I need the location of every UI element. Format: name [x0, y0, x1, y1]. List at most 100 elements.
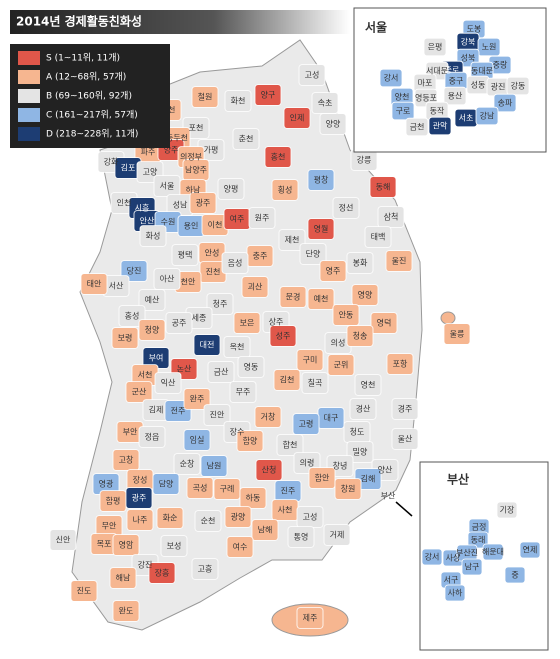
region-label: 기장: [500, 505, 515, 515]
region: [206, 293, 234, 315]
region: [152, 473, 180, 495]
region: [251, 519, 279, 541]
region-label: 영광: [99, 479, 114, 489]
region-label: 남양주: [185, 166, 207, 175]
region-label: 홍천: [271, 152, 286, 162]
region: [232, 128, 260, 150]
region: [139, 225, 167, 247]
region-label: 익산: [161, 378, 176, 388]
region: [299, 243, 327, 265]
region-label: 장흥: [155, 568, 170, 578]
region-label: 장수: [230, 427, 245, 437]
region: [443, 323, 471, 345]
region: [138, 319, 166, 341]
region-label: 괴산: [248, 282, 263, 292]
region-label: 천안: [181, 277, 196, 287]
region: [283, 107, 311, 129]
region-label: 진안: [210, 410, 225, 420]
region-label: 평택: [178, 250, 193, 260]
region-label: 하남: [186, 185, 201, 195]
region-label: 정읍: [145, 432, 160, 442]
region: [156, 507, 184, 529]
region-label: 금정: [472, 522, 487, 532]
region: [332, 197, 360, 219]
region-label: 광진: [491, 82, 506, 92]
region-label: 함안: [315, 473, 330, 483]
region-label: 순창: [180, 460, 195, 469]
region-label: 상주: [269, 317, 284, 327]
region-label: 종로: [445, 66, 460, 75]
region: [226, 536, 254, 558]
region-label: 영동: [244, 362, 259, 372]
region-label: 정선: [339, 203, 354, 213]
region: [109, 567, 137, 589]
region-label: 화천: [231, 96, 246, 106]
region: [391, 101, 415, 121]
region-label: 노원: [482, 43, 497, 52]
region-label: 용인: [184, 221, 199, 231]
region: [148, 562, 176, 584]
region-label: 거창: [261, 413, 276, 422]
region: [229, 381, 257, 403]
region-label: 창녕: [333, 462, 348, 471]
region: [493, 93, 517, 113]
region: [171, 244, 199, 266]
region-label: 사하: [448, 588, 463, 598]
region: [279, 286, 307, 308]
region-label: 나주: [133, 516, 148, 525]
region: [278, 229, 306, 251]
region: [173, 453, 201, 475]
region-label: 청주: [213, 300, 228, 309]
region-label: 강서: [425, 552, 440, 562]
region-label: 구례: [220, 484, 235, 494]
region: [111, 327, 139, 349]
legend-swatch: [18, 70, 40, 84]
region: [138, 426, 166, 448]
region-label: 영천: [361, 380, 376, 390]
region-label: 옥천: [230, 342, 245, 352]
region-label: 양천: [395, 92, 410, 102]
region-label: 단양: [306, 249, 321, 259]
region: [391, 428, 419, 450]
region-label: 진도: [77, 586, 92, 596]
region: [421, 548, 443, 566]
region: [370, 312, 398, 334]
region-label: 보령: [118, 334, 133, 343]
region-label: 의정부: [180, 152, 202, 162]
region-label: 태안: [87, 279, 102, 289]
region-label: 영등포: [415, 93, 437, 103]
region: [254, 84, 282, 106]
region-label: 대전: [200, 340, 215, 350]
region-label: 고성: [303, 513, 318, 522]
region: [307, 169, 335, 191]
region-label: 아산: [160, 274, 175, 284]
region-label: 당진: [127, 266, 142, 276]
legend-swatch: [18, 108, 40, 122]
region-label: 포천: [189, 123, 204, 133]
region: [346, 441, 374, 463]
region: [475, 106, 499, 126]
region: [482, 543, 504, 561]
region-label: 의성: [331, 338, 346, 348]
region-label: 은평: [428, 42, 443, 52]
region-label: 가평: [204, 145, 219, 155]
region-label: 함양: [243, 437, 258, 446]
region: [217, 178, 245, 200]
region: [467, 531, 489, 549]
region-label: 영암: [119, 540, 134, 550]
region-label: 동해: [376, 182, 391, 192]
region-label: 영주: [326, 266, 341, 276]
region-label: 청송: [353, 332, 368, 341]
region: [296, 349, 324, 371]
region-label: 울산: [398, 434, 413, 444]
region-label: 강남: [480, 111, 495, 121]
region: [276, 434, 304, 456]
legend-swatch: [18, 89, 40, 103]
region-label: 양산: [378, 465, 393, 475]
region: [112, 534, 140, 556]
region: [506, 76, 530, 96]
region-label: 서천: [138, 370, 153, 380]
region: [423, 37, 447, 57]
region: [444, 584, 466, 602]
region-label: 진주: [281, 486, 296, 496]
